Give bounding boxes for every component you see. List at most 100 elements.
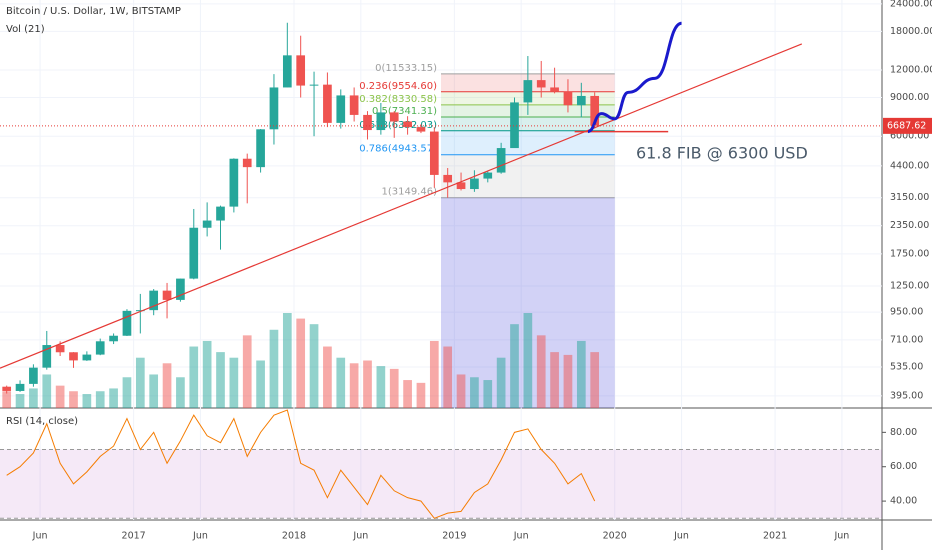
candle-body xyxy=(590,95,600,126)
volume-title: Vol (21) xyxy=(6,24,45,35)
volume-bar xyxy=(69,391,78,408)
fib-label: 0.618(6352.03) xyxy=(359,120,437,131)
candle-body xyxy=(176,278,185,300)
y-tick-label: 9000.00 xyxy=(890,92,929,103)
candle-body xyxy=(109,335,118,342)
volume-bar xyxy=(496,357,506,408)
volume-bar xyxy=(550,352,559,408)
last-price-label: 6687.62 xyxy=(887,120,926,131)
candle-body xyxy=(349,95,359,115)
x-tick-label: 2017 xyxy=(122,531,146,542)
volume-bar xyxy=(282,313,292,408)
volume-bar xyxy=(82,394,92,408)
x-tick-label: 2018 xyxy=(282,531,306,542)
volume-bar xyxy=(95,391,105,408)
volume-bar xyxy=(376,366,386,408)
volume-bar xyxy=(2,391,12,408)
candle-body xyxy=(42,345,52,368)
plot: 0(11533.15)0.236(9554.60)0.382(8330.58)0… xyxy=(0,0,882,520)
x-tick-label: 2019 xyxy=(442,531,466,542)
volume-bar xyxy=(563,354,573,408)
candle-body xyxy=(242,158,252,168)
candle-body xyxy=(389,112,399,122)
x-tick-label: 2021 xyxy=(763,531,787,542)
annotation: 61.8 FIB @ 6300 USD xyxy=(636,144,808,163)
volume-bar xyxy=(483,380,493,408)
candle-body xyxy=(69,352,78,361)
candle-body xyxy=(483,172,493,179)
candle-body xyxy=(510,102,519,149)
volume-bar xyxy=(456,374,466,408)
volume-bar xyxy=(122,377,132,408)
y-tick-label: 950.00 xyxy=(890,307,923,318)
volume-bar xyxy=(523,313,533,408)
fib-band xyxy=(441,116,615,131)
y-tick-label: 1750.00 xyxy=(890,248,929,259)
fib-label: 0.236(9554.60) xyxy=(359,81,437,92)
candle-body xyxy=(229,158,239,207)
volume-bar xyxy=(256,360,265,408)
candle-body xyxy=(202,220,212,228)
rsi-line xyxy=(6,409,596,519)
x-tick-label: Jun xyxy=(833,531,849,542)
x-tick-label: Jun xyxy=(673,531,689,542)
volume-bar xyxy=(309,324,319,408)
x-tick-label: Jun xyxy=(513,531,529,542)
candle-body xyxy=(95,341,105,355)
rsi-title: RSI (14, close) xyxy=(6,416,78,427)
candle-body xyxy=(309,84,319,86)
volume-bar xyxy=(42,374,52,408)
fib-label: 1(3149.46) xyxy=(381,187,437,198)
volume-bar xyxy=(216,352,225,408)
candle-body xyxy=(269,87,279,130)
candle-body xyxy=(122,310,132,336)
y-tick-label: 4400.00 xyxy=(890,160,929,171)
rsi-tick-label: 40.00 xyxy=(890,496,917,507)
candle-body xyxy=(496,148,506,173)
volume-bar xyxy=(403,380,412,408)
candle-body xyxy=(55,345,65,353)
chart-title: Bitcoin / U.S. Dollar, 1W, BITSTAMP xyxy=(6,6,181,17)
volume-bar xyxy=(55,385,65,408)
y-tick-label: 395.00 xyxy=(890,390,923,401)
x-tick-label: Jun xyxy=(352,531,368,542)
volume-bar xyxy=(323,346,332,408)
fib-band xyxy=(441,130,615,155)
volume-bar xyxy=(202,340,212,408)
volume-bar xyxy=(242,335,252,408)
candle-body xyxy=(536,80,546,88)
y-tick-label: 710.00 xyxy=(890,334,923,345)
candle-body xyxy=(256,129,265,168)
fib-label: 0.786(4943.57) xyxy=(359,144,437,155)
rsi-tick-label: 80.00 xyxy=(890,427,917,438)
candle-body xyxy=(82,354,92,361)
volume-bar xyxy=(162,363,172,408)
candle-body xyxy=(189,227,199,279)
x-tick-label: Jun xyxy=(32,531,48,542)
fib-label: 0.5(7341.31) xyxy=(372,106,437,117)
y-tick-label: 24000.00 xyxy=(890,0,932,9)
volume-bar xyxy=(576,340,586,408)
y-tick-label: 18000.00 xyxy=(890,26,932,37)
fib-label: 0(11533.15) xyxy=(375,63,437,74)
volume-bar xyxy=(135,357,145,408)
candle-body xyxy=(216,206,225,221)
candle-body xyxy=(563,91,573,106)
volume-bar xyxy=(510,324,519,408)
volume-bar xyxy=(15,394,25,408)
candle-body xyxy=(550,87,559,92)
rsi-tick-label: 60.00 xyxy=(890,461,917,472)
volume-bar xyxy=(389,368,399,408)
volume-bar xyxy=(443,346,453,408)
projection xyxy=(587,21,683,134)
candle-body xyxy=(296,55,306,86)
candle-body xyxy=(336,95,346,123)
volume-bar xyxy=(416,382,426,408)
volume-bar xyxy=(109,388,118,408)
volume-bar xyxy=(590,352,600,408)
volume-bar xyxy=(269,329,279,408)
x-tick-label: Jun xyxy=(192,531,208,542)
candle-body xyxy=(443,174,453,183)
